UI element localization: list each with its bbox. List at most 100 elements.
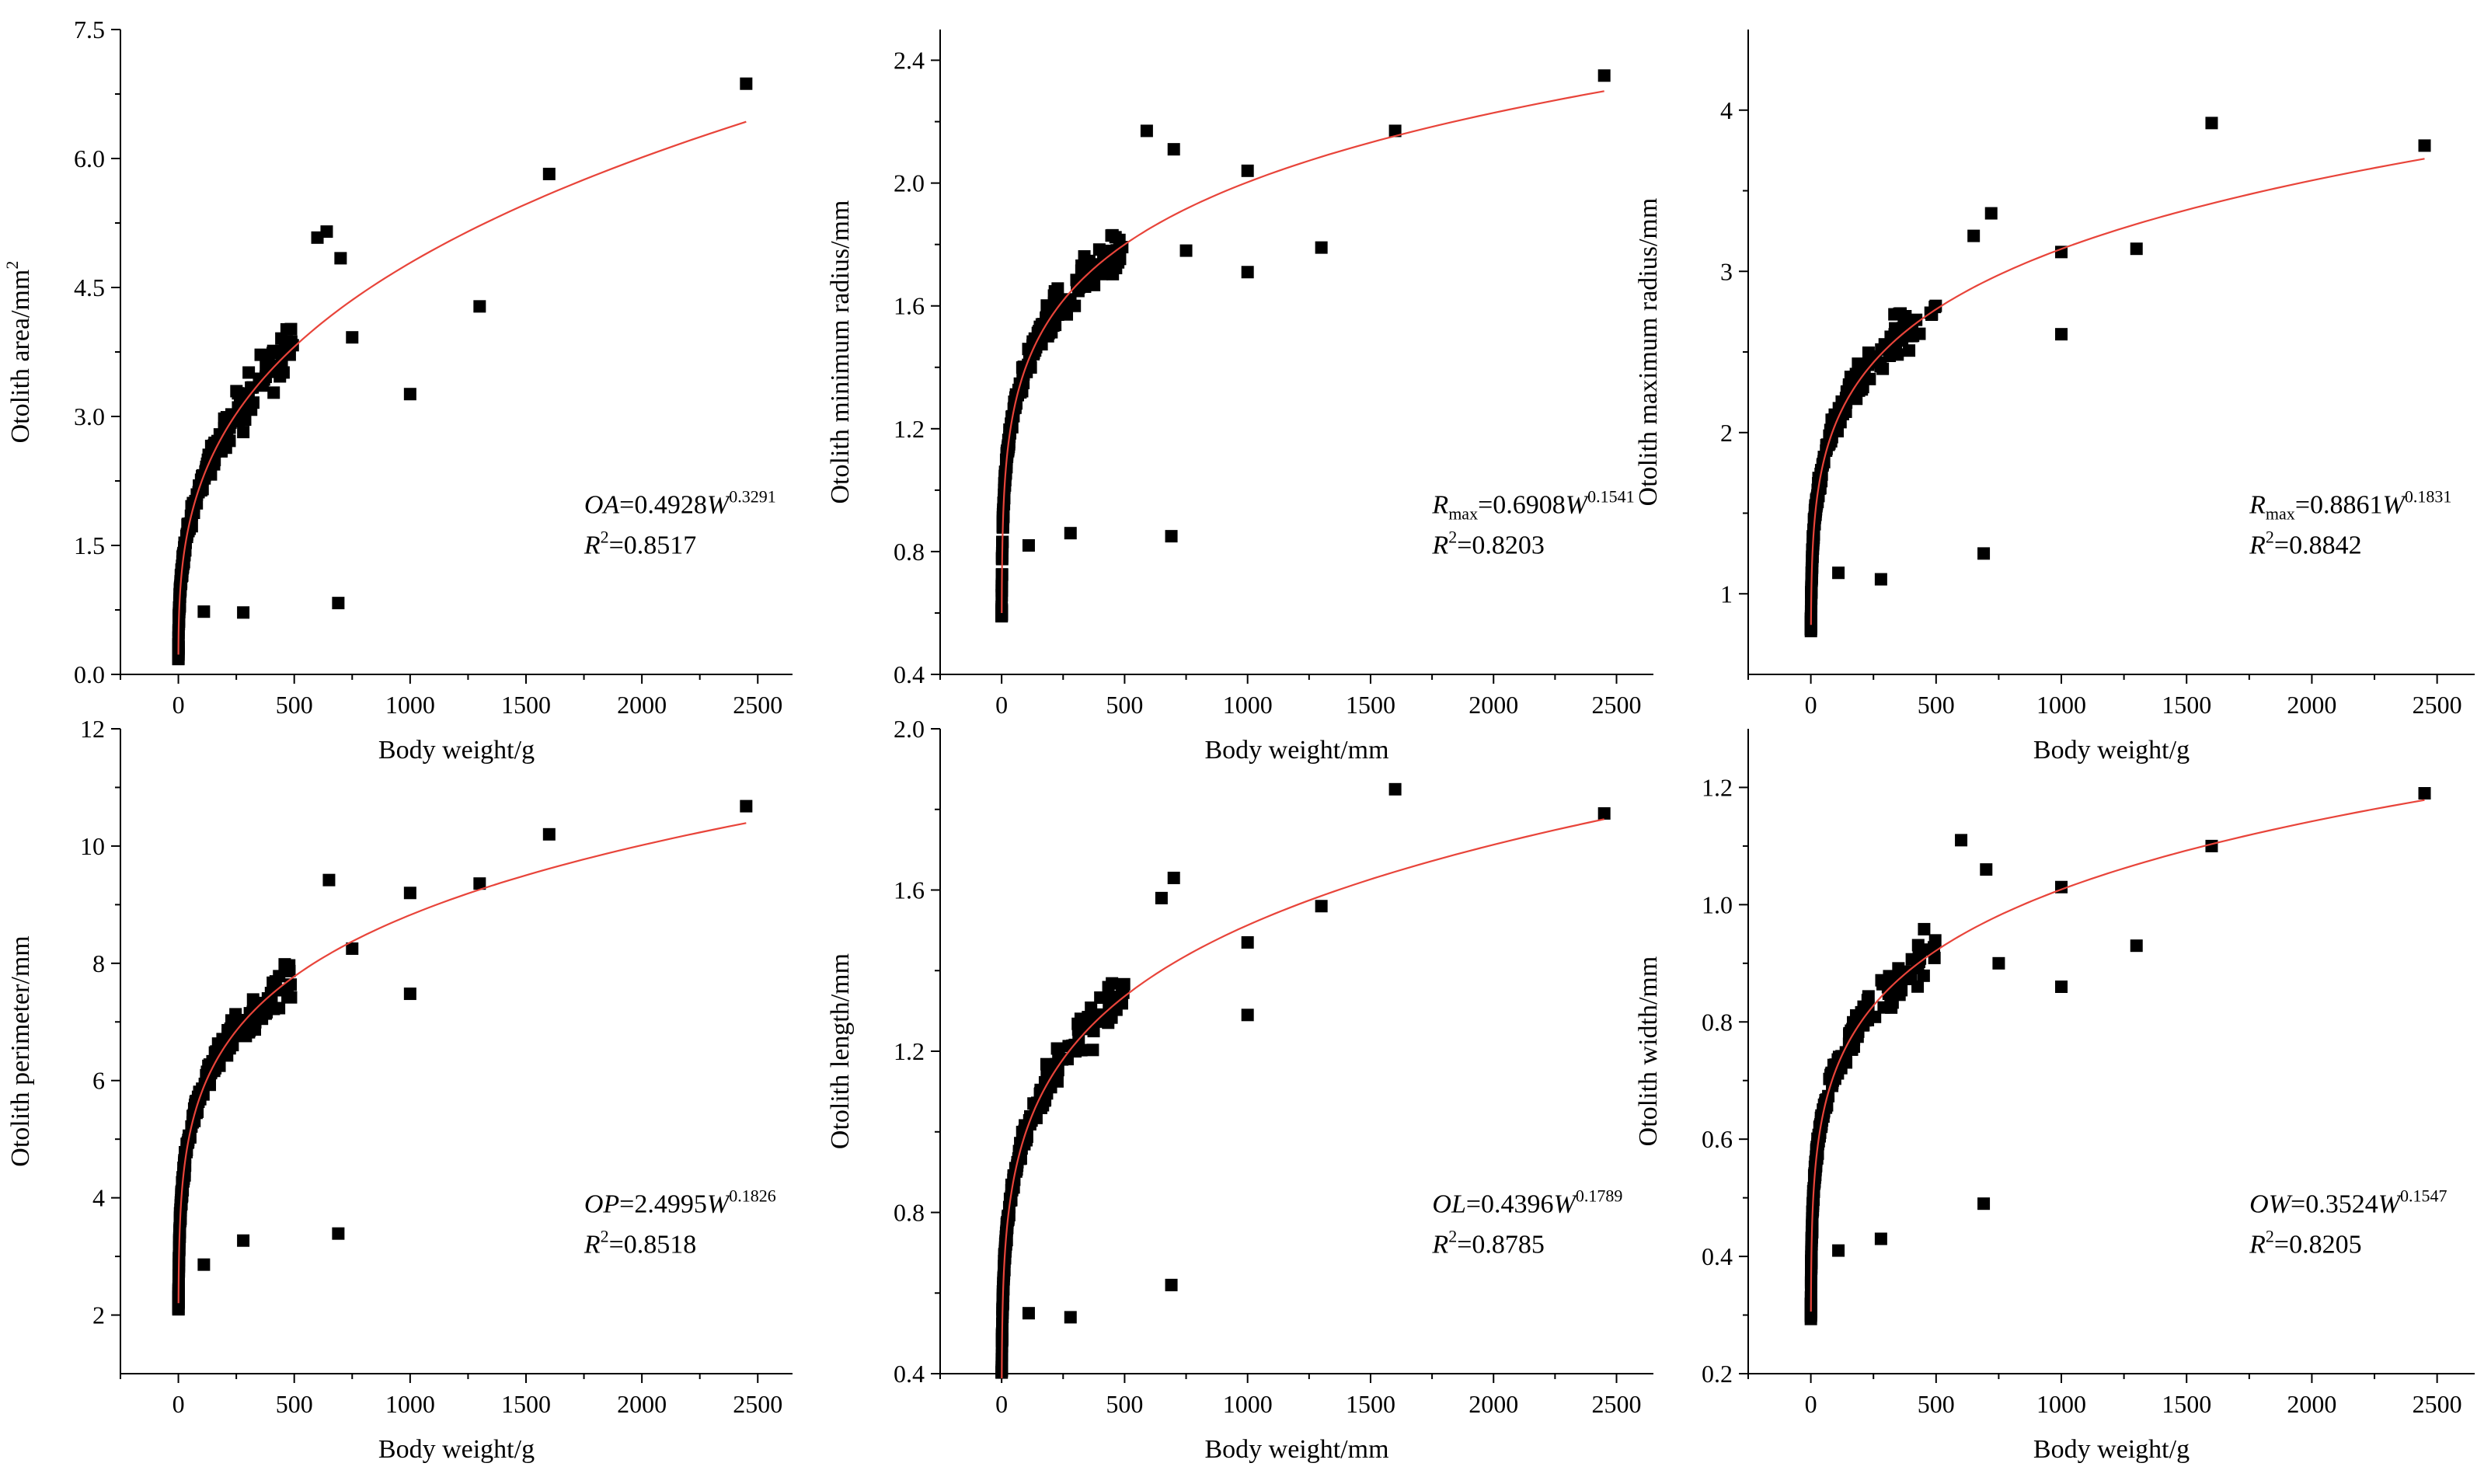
x-tick-label: 2000 <box>2287 691 2336 719</box>
data-points <box>995 782 1611 1379</box>
data-point <box>1117 977 1131 991</box>
data-point <box>1955 834 1968 847</box>
y-tick-label: 12 <box>80 715 105 743</box>
data-point <box>473 877 486 890</box>
data-point <box>1832 1244 1845 1257</box>
data-point <box>542 167 556 180</box>
equation-text: OL=0.4396W0.1789 <box>1432 1186 1622 1219</box>
data-point <box>284 991 298 1004</box>
data-point <box>242 366 256 379</box>
y-tick-label: 0.0 <box>74 660 105 688</box>
x-axis-title: Body weight/g <box>378 1435 535 1464</box>
data-point <box>1155 891 1168 904</box>
data-point <box>1022 1307 1035 1320</box>
y-tick-label: 3 <box>1720 257 1733 285</box>
x-tick-label: 1500 <box>2162 1390 2211 1418</box>
data-point <box>1086 1043 1099 1057</box>
x-tick-label: 2500 <box>1592 691 1642 719</box>
data-point <box>311 231 324 244</box>
y-tick-label: 1.5 <box>74 531 105 559</box>
data-point <box>1071 1023 1085 1036</box>
x-tick-label: 0 <box>172 691 185 719</box>
y-tick-label: 6.0 <box>74 145 105 172</box>
data-point <box>267 386 280 399</box>
x-axis-title: Body weight/mm <box>1204 736 1388 765</box>
data-point <box>254 348 267 361</box>
data-point <box>1894 977 1907 991</box>
data-point <box>2130 939 2143 953</box>
data-point <box>1315 900 1328 913</box>
data-point <box>1315 241 1328 254</box>
r-squared-text: R2=0.8203 <box>1431 528 1544 560</box>
y-tick-label: 10 <box>80 832 105 860</box>
data-point <box>249 1015 262 1029</box>
data-point <box>2418 787 2431 799</box>
data-point <box>1911 961 1925 974</box>
data-point <box>1883 350 1897 363</box>
fit-curve <box>177 822 747 1304</box>
y-tick-label: 6 <box>92 1067 105 1095</box>
data-point <box>346 331 359 344</box>
data-point <box>2130 242 2143 256</box>
x-tick-label: 1000 <box>2036 1390 2086 1418</box>
fit-curve <box>1001 90 1604 614</box>
chart-panel-3: 0 500 1000 1500 2000 2500 1 2 3 4 Body weight/g Oto… <box>1634 30 2475 765</box>
data-point <box>1074 1012 1087 1026</box>
data-point <box>1031 326 1044 340</box>
y-tick-label: 2.4 <box>894 47 925 75</box>
y-tick-label: 0.4 <box>1702 1242 1733 1270</box>
data-point <box>1977 1197 1991 1211</box>
equation-text: Rmax=0.8861W0.1831 <box>2249 487 2451 524</box>
data-point <box>1894 307 1907 320</box>
data-point <box>1984 207 1998 220</box>
data-point <box>1897 965 1911 978</box>
data-point <box>237 1234 250 1247</box>
y-tick-label: 2.0 <box>894 715 925 743</box>
y-tick-label: 0.4 <box>894 660 925 688</box>
data-point <box>237 426 250 439</box>
data-point <box>224 1022 237 1035</box>
data-point <box>191 1103 204 1116</box>
data-point <box>239 413 252 427</box>
equation-text: OP=2.4995W0.1826 <box>584 1186 776 1219</box>
data-point <box>1967 229 1981 242</box>
data-point <box>1043 303 1057 316</box>
x-tick-label: 0 <box>995 691 1008 719</box>
data-point <box>740 799 753 813</box>
data-point <box>1061 308 1074 321</box>
data-point <box>273 1002 286 1015</box>
x-tick-label: 1000 <box>385 691 435 719</box>
data-point <box>1859 357 1873 371</box>
y-axis-title: Otolith maximum radius/mm <box>1634 198 1663 507</box>
x-tick-label: 500 <box>1918 1390 1955 1418</box>
y-tick-label: 1.6 <box>894 876 925 904</box>
data-point <box>1869 1010 1882 1023</box>
fit-curve <box>1810 158 2425 625</box>
data-point <box>1861 994 1874 1007</box>
x-axis-title: Body weight/g <box>2033 736 2190 765</box>
y-tick-label: 2 <box>1720 419 1733 447</box>
y-tick-label: 1.2 <box>894 415 925 443</box>
x-tick-label: 1500 <box>1346 1390 1395 1418</box>
data-point <box>1241 1008 1254 1022</box>
y-tick-label: 2.0 <box>894 169 925 197</box>
data-point <box>207 1064 221 1078</box>
y-tick-label: 1.6 <box>894 292 925 320</box>
y-tick-label: 4 <box>1720 96 1733 124</box>
y-tick-label: 4 <box>92 1184 105 1212</box>
chart-panel-1: 0 500 1000 1500 2000 2500 0.0 1.5 3.0 4.5 6.0 7.5 Bo… <box>2 16 793 765</box>
data-point <box>1597 69 1611 82</box>
x-tick-label: 0 <box>172 1390 185 1418</box>
y-axis-title: Otolith area/mm2 <box>2 261 35 444</box>
data-point <box>1903 344 1916 357</box>
data-point <box>1980 863 1993 876</box>
x-tick-label: 2000 <box>1468 691 1518 719</box>
x-tick-label: 0 <box>1805 1390 1817 1418</box>
x-tick-label: 2500 <box>2413 691 2462 719</box>
y-tick-label: 0.4 <box>894 1360 925 1388</box>
data-point <box>332 1227 345 1240</box>
x-tick-label: 0 <box>1805 691 1817 719</box>
y-tick-label: 3.0 <box>74 402 105 430</box>
x-tick-label: 1000 <box>2036 691 2086 719</box>
